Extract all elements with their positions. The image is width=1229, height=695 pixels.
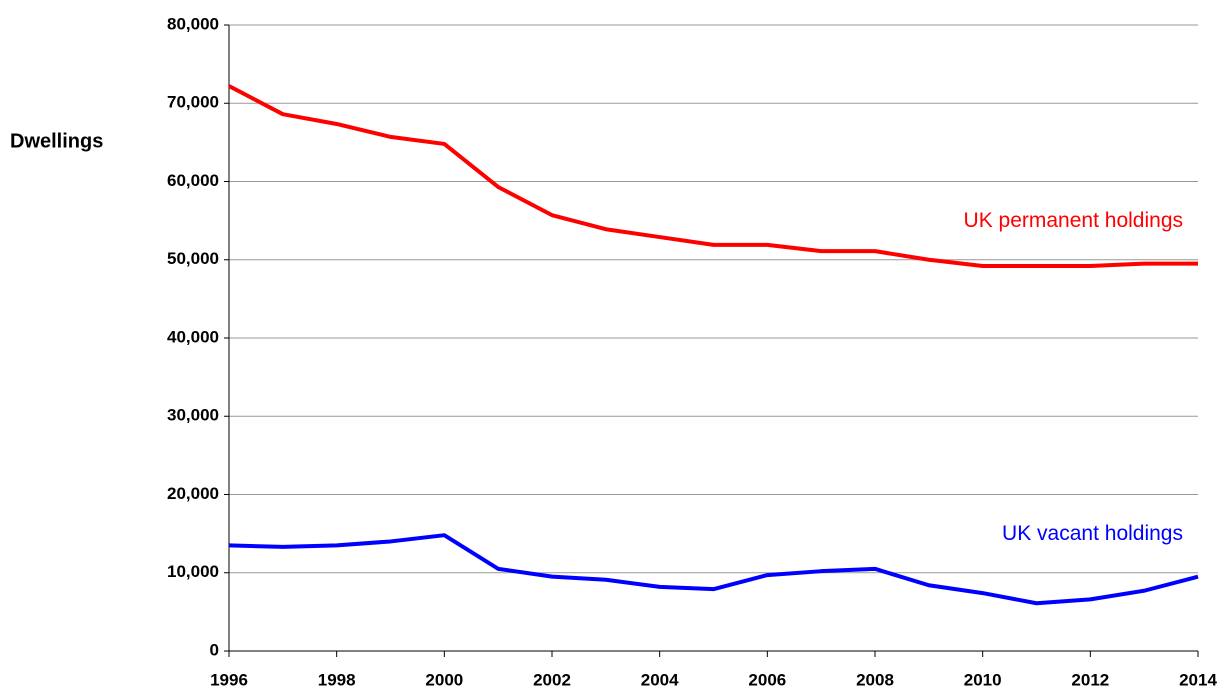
x-tick-label: 2006 — [748, 670, 786, 689]
x-tick-label: 2004 — [641, 670, 679, 689]
y-tick-label: 60,000 — [167, 171, 219, 190]
series-label: UK permanent holdings — [964, 209, 1183, 232]
x-tick-label: 2014 — [1179, 670, 1217, 689]
y-tick-label: 10,000 — [167, 562, 219, 581]
y-tick-label: 40,000 — [167, 327, 219, 346]
y-axis-label: Dwellings — [10, 130, 103, 152]
y-tick-label: 20,000 — [167, 484, 219, 503]
line-series — [228, 533, 1199, 606]
y-tick-label: 70,000 — [167, 93, 219, 112]
x-tick-label: 1996 — [210, 670, 248, 689]
x-tick-label: 2008 — [856, 670, 894, 689]
y-tick-label: 30,000 — [167, 406, 219, 425]
y-tick-label: 80,000 — [167, 14, 219, 33]
y-tick-label: 0 — [210, 640, 219, 659]
x-tick-label: 2000 — [425, 670, 463, 689]
line-series — [228, 84, 1198, 269]
x-tick-label: 2010 — [964, 670, 1002, 689]
x-tick-label: 1998 — [318, 670, 356, 689]
x-tick-label: 2002 — [533, 670, 571, 689]
x-tick-label: 2012 — [1071, 670, 1109, 689]
y-tick-label: 50,000 — [167, 249, 219, 268]
series-label: UK vacant holdings — [1002, 522, 1183, 545]
